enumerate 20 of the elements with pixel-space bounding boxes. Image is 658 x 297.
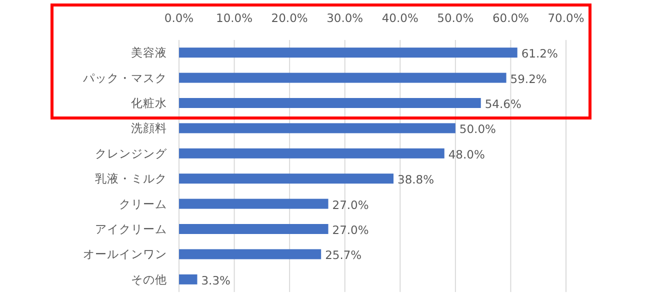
data-label: 38.8% xyxy=(398,172,434,187)
y-tick-label: クレンジング xyxy=(95,146,168,160)
y-tick-label: 美容液 xyxy=(131,46,167,60)
data-label: 25.7% xyxy=(325,248,362,262)
y-tick-label: 化粧水 xyxy=(131,96,167,110)
data-label: 27.0% xyxy=(332,198,369,212)
data-label: 50.0% xyxy=(459,122,496,136)
data-label: 54.6% xyxy=(484,97,522,111)
y-tick-label: 乳液・ミルク xyxy=(95,172,167,186)
y-tick-label: アイクリーム xyxy=(95,222,167,236)
data-label: 3.3% xyxy=(201,273,231,288)
y-tick-label: 洗顔料 xyxy=(131,121,167,136)
y-tick-label: オールインワン xyxy=(83,247,167,262)
data-label: 48.0% xyxy=(448,147,485,162)
data-label: 27.0% xyxy=(332,223,369,237)
y-tick-label: その他 xyxy=(131,272,167,286)
data-label: 59.2% xyxy=(510,72,547,86)
y-tick-label: クリーム xyxy=(119,196,167,211)
data-label: 61.2% xyxy=(521,46,558,61)
y-tick-label: パック・マスク xyxy=(82,70,167,85)
